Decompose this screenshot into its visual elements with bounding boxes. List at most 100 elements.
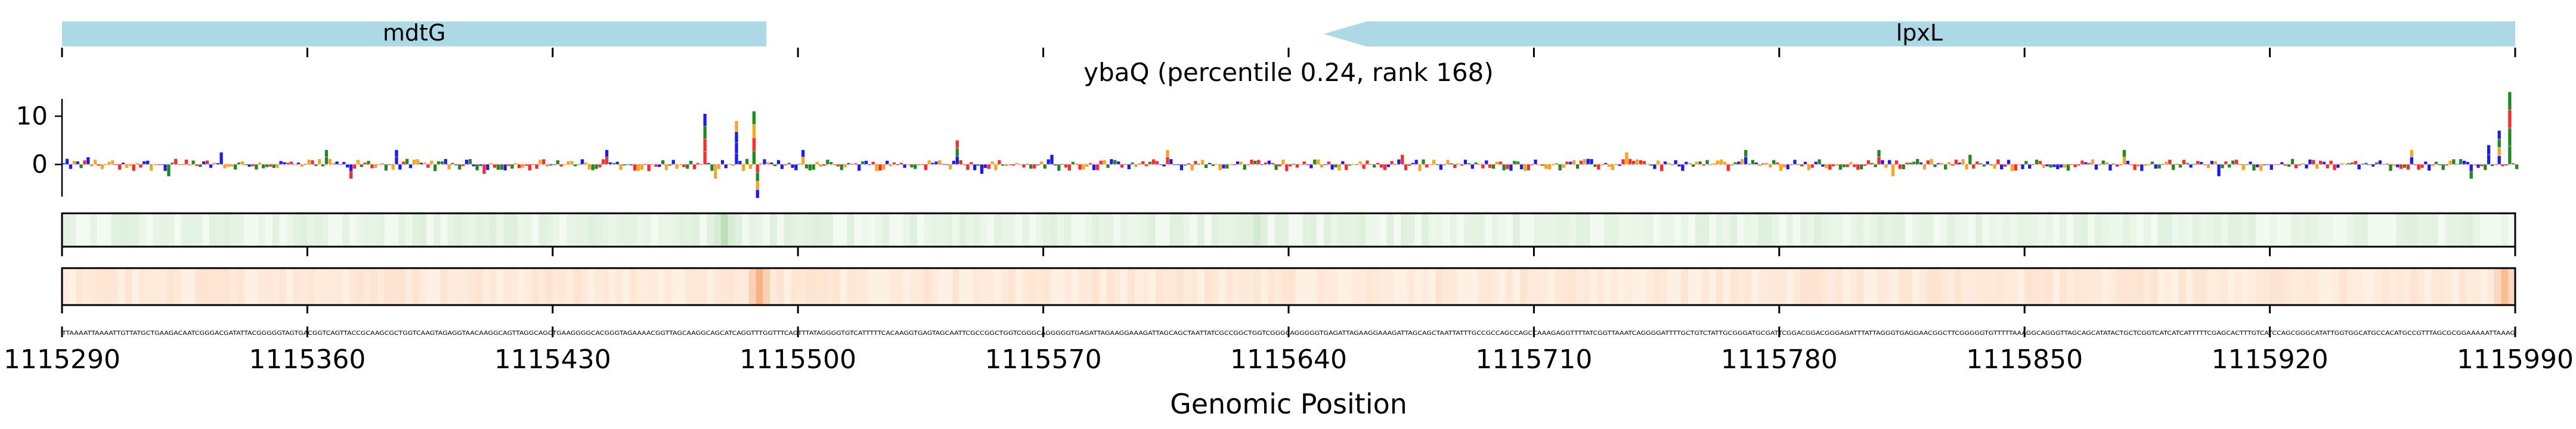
heatmap-cell xyxy=(223,213,231,247)
logo-mark xyxy=(510,164,514,169)
logo-mark xyxy=(2438,164,2441,166)
heatmap-cell xyxy=(76,268,83,305)
heatmap-cell xyxy=(1982,268,1990,305)
heatmap-cell xyxy=(2200,213,2207,247)
logo-mark xyxy=(1635,159,1639,164)
heatmap-cell xyxy=(1884,213,1891,247)
heatmap-cell xyxy=(748,268,756,305)
heatmap-cell xyxy=(756,268,763,305)
logo-mark xyxy=(994,164,998,170)
heatmap-cell xyxy=(1786,213,1794,247)
logo-mark xyxy=(759,163,763,164)
logo-mark xyxy=(1285,164,1289,172)
logo-mark xyxy=(2101,160,2105,164)
heatmap-cell xyxy=(307,213,315,247)
logo-mark xyxy=(2172,164,2175,170)
heatmap-cell xyxy=(2305,268,2312,305)
heatmap-cell xyxy=(1435,213,1443,247)
logo-mark xyxy=(339,164,342,165)
heatmap-cell xyxy=(2221,268,2228,305)
heatmap-cell xyxy=(328,268,336,305)
heatmap-cell xyxy=(1905,268,1913,305)
logo-mark xyxy=(535,164,538,169)
heatmap-cell xyxy=(608,213,616,247)
heatmap-cell xyxy=(2466,268,2473,305)
heatmap-cell xyxy=(2045,268,2053,305)
logo-mark xyxy=(931,163,934,164)
logo-mark xyxy=(528,164,531,171)
logo-mark xyxy=(1965,164,1968,170)
logo-mark xyxy=(283,162,286,164)
heatmap-cell xyxy=(2031,268,2039,305)
attribution-logo-track: 0 10 xyxy=(16,92,2519,198)
logo-mark xyxy=(135,163,139,164)
heatmap-cell xyxy=(2305,213,2312,247)
orange-heatmap-background xyxy=(62,268,2515,305)
heatmap-cell xyxy=(230,268,237,305)
logo-mark xyxy=(2014,164,2017,171)
logo-mark xyxy=(1236,161,1240,164)
heatmap-cell xyxy=(1947,213,1955,247)
heatmap-cell xyxy=(195,268,203,305)
heatmap-cell xyxy=(1653,268,1660,305)
logo-mark xyxy=(2364,163,2368,164)
heatmap-cell xyxy=(1527,268,1534,305)
heatmap-cell xyxy=(854,268,861,305)
logo-mark xyxy=(493,164,497,168)
heatmap-cell xyxy=(643,213,651,247)
logo-mark xyxy=(1341,161,1345,164)
heatmap-cell xyxy=(1863,213,1871,247)
logo-mark xyxy=(2396,164,2399,167)
heatmap-cell xyxy=(1814,213,1822,247)
logo-mark xyxy=(1937,163,1940,164)
logo-mark xyxy=(752,151,756,164)
orange-heatmap-track xyxy=(61,267,2516,306)
logo-mark xyxy=(612,163,615,164)
logo-mark xyxy=(1926,160,1930,164)
heatmap-cell xyxy=(637,268,644,305)
logo-mark xyxy=(983,164,987,168)
heatmap-cell xyxy=(538,213,546,247)
logo-mark xyxy=(240,161,244,164)
logo-mark xyxy=(854,163,857,164)
x-tick-label: 1115360 xyxy=(249,344,366,375)
heatmap-cell xyxy=(2150,268,2158,305)
heatmap-cell xyxy=(1646,268,1654,305)
logo-mark xyxy=(780,164,784,169)
logo-mark xyxy=(1667,163,1671,164)
heatmap-cell xyxy=(1814,268,1822,305)
logo-mark xyxy=(756,181,759,190)
heatmap-cell xyxy=(2059,268,2067,305)
heatmap-cell xyxy=(770,268,777,305)
logo-mark xyxy=(531,164,535,165)
heatmap-cell xyxy=(1099,213,1107,247)
logo-mark xyxy=(167,164,171,176)
heatmap-cell xyxy=(727,268,735,305)
logo-mark xyxy=(454,164,458,166)
heatmap-cell xyxy=(2039,213,2046,247)
logo-mark xyxy=(1940,163,1944,164)
logo-mark xyxy=(2417,164,2420,170)
heatmap-cell xyxy=(1765,268,1773,305)
logo-mark xyxy=(90,164,94,167)
heatmap-cell xyxy=(2424,213,2431,247)
logo-mark xyxy=(1295,164,1299,168)
heatmap-cell xyxy=(1611,268,1618,305)
heatmap-cell xyxy=(1555,268,1562,305)
logo-mark xyxy=(2059,164,2063,168)
heatmap-cell xyxy=(1204,268,1212,305)
logo-mark xyxy=(608,162,612,164)
heatmap-cell xyxy=(1597,268,1604,305)
logo-mark xyxy=(1278,164,1281,167)
logo-mark xyxy=(1575,164,1580,169)
heatmap-cell xyxy=(454,268,462,305)
heatmap-cell xyxy=(1253,213,1261,247)
heatmap-cell xyxy=(2508,268,2515,305)
logo-mark xyxy=(1345,164,1348,170)
heatmap-cell xyxy=(2501,213,2509,247)
logo-mark xyxy=(1905,162,1909,164)
heatmap-cell xyxy=(1716,213,1723,247)
heatmap-cell xyxy=(146,268,153,305)
heatmap-cell xyxy=(518,213,525,247)
logo-mark xyxy=(804,164,809,169)
